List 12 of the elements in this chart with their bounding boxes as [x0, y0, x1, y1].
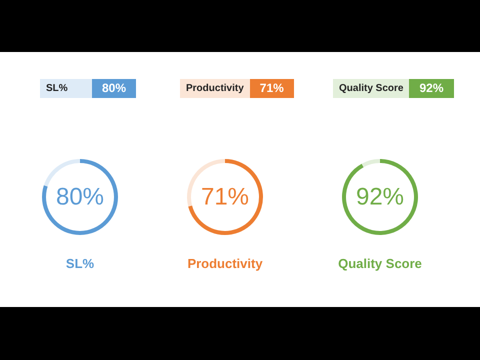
text: 80% [92, 79, 136, 98]
text: SL% [66, 256, 95, 271]
data-label: 80% [56, 184, 104, 210]
text: Quality Score [338, 256, 422, 271]
text: SL% [40, 79, 92, 98]
data-label: 71% [200, 184, 250, 210]
text: Quality Score [333, 79, 410, 98]
text: 92% [409, 79, 454, 98]
text: Productivity [180, 79, 250, 98]
text: Productivity [187, 256, 264, 271]
data-label: 92% [356, 184, 404, 210]
text: 71% [250, 79, 294, 98]
